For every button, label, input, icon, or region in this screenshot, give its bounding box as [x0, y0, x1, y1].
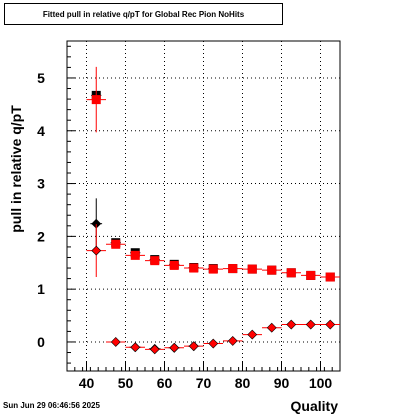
data-point-diamond [188, 341, 199, 352]
series-1 [86, 66, 340, 282]
data-point-diamond [110, 337, 121, 347]
y-tick-label: 3 [37, 176, 45, 192]
x-tick-label: 40 [79, 375, 95, 391]
x-tick-label: 100 [309, 375, 333, 391]
data-point-diamond [247, 329, 258, 340]
y-tick-label: 4 [37, 123, 45, 139]
data-point-square [169, 260, 179, 270]
y-tick-label: 2 [37, 228, 45, 244]
data-point-square [111, 239, 121, 249]
data-point-diamond [266, 322, 277, 333]
grid-layer [67, 41, 340, 371]
plot-frame [66, 40, 341, 372]
data-point-square [228, 264, 238, 274]
data-point-square [306, 270, 316, 280]
y-tick-label: 5 [37, 70, 45, 86]
series-3 [86, 224, 340, 355]
data-point-diamond [325, 319, 336, 330]
y-tick-label: 0 [37, 334, 45, 350]
data-point-diamond [208, 338, 219, 349]
tick-layer: 40 50 60 70 80 90 100 0 1 2 3 4 5 [37, 45, 341, 391]
x-tick-label: 60 [157, 375, 173, 391]
y-tick-label: 1 [37, 281, 45, 297]
y-axis-title: pull in relative q/pT [8, 105, 24, 233]
chart-title: Fitted pull in relative q/pT for Global … [42, 10, 245, 19]
data-point-diamond [130, 342, 141, 353]
x-tick-label: 70 [196, 375, 212, 391]
data-point-diamond [227, 335, 238, 346]
data-point-diamond [149, 344, 160, 355]
data-point-diamond [169, 342, 180, 353]
data-point-square [130, 250, 140, 260]
data-point-diamond [286, 319, 297, 330]
data-point-square [247, 264, 257, 274]
x-tick-label: 50 [118, 375, 134, 391]
data-point-square [189, 263, 199, 273]
x-tick-label: 90 [274, 375, 290, 391]
data-point-square [267, 265, 277, 275]
x-axis-title: Quality [291, 398, 339, 414]
x-tick-label: 80 [235, 375, 251, 391]
data-point-diamond [91, 245, 102, 256]
data-point-square [150, 256, 160, 266]
data-point-square [325, 272, 335, 282]
data-point-square [91, 95, 101, 105]
title-box: Fitted pull in relative q/pT for Global … [4, 3, 283, 25]
data-point-square [286, 268, 296, 278]
datestamp: Sun Jun 29 06:46:56 2025 [3, 401, 100, 410]
data-point-diamond [305, 319, 316, 330]
data-point-square [208, 264, 218, 274]
series-layer [86, 66, 340, 355]
